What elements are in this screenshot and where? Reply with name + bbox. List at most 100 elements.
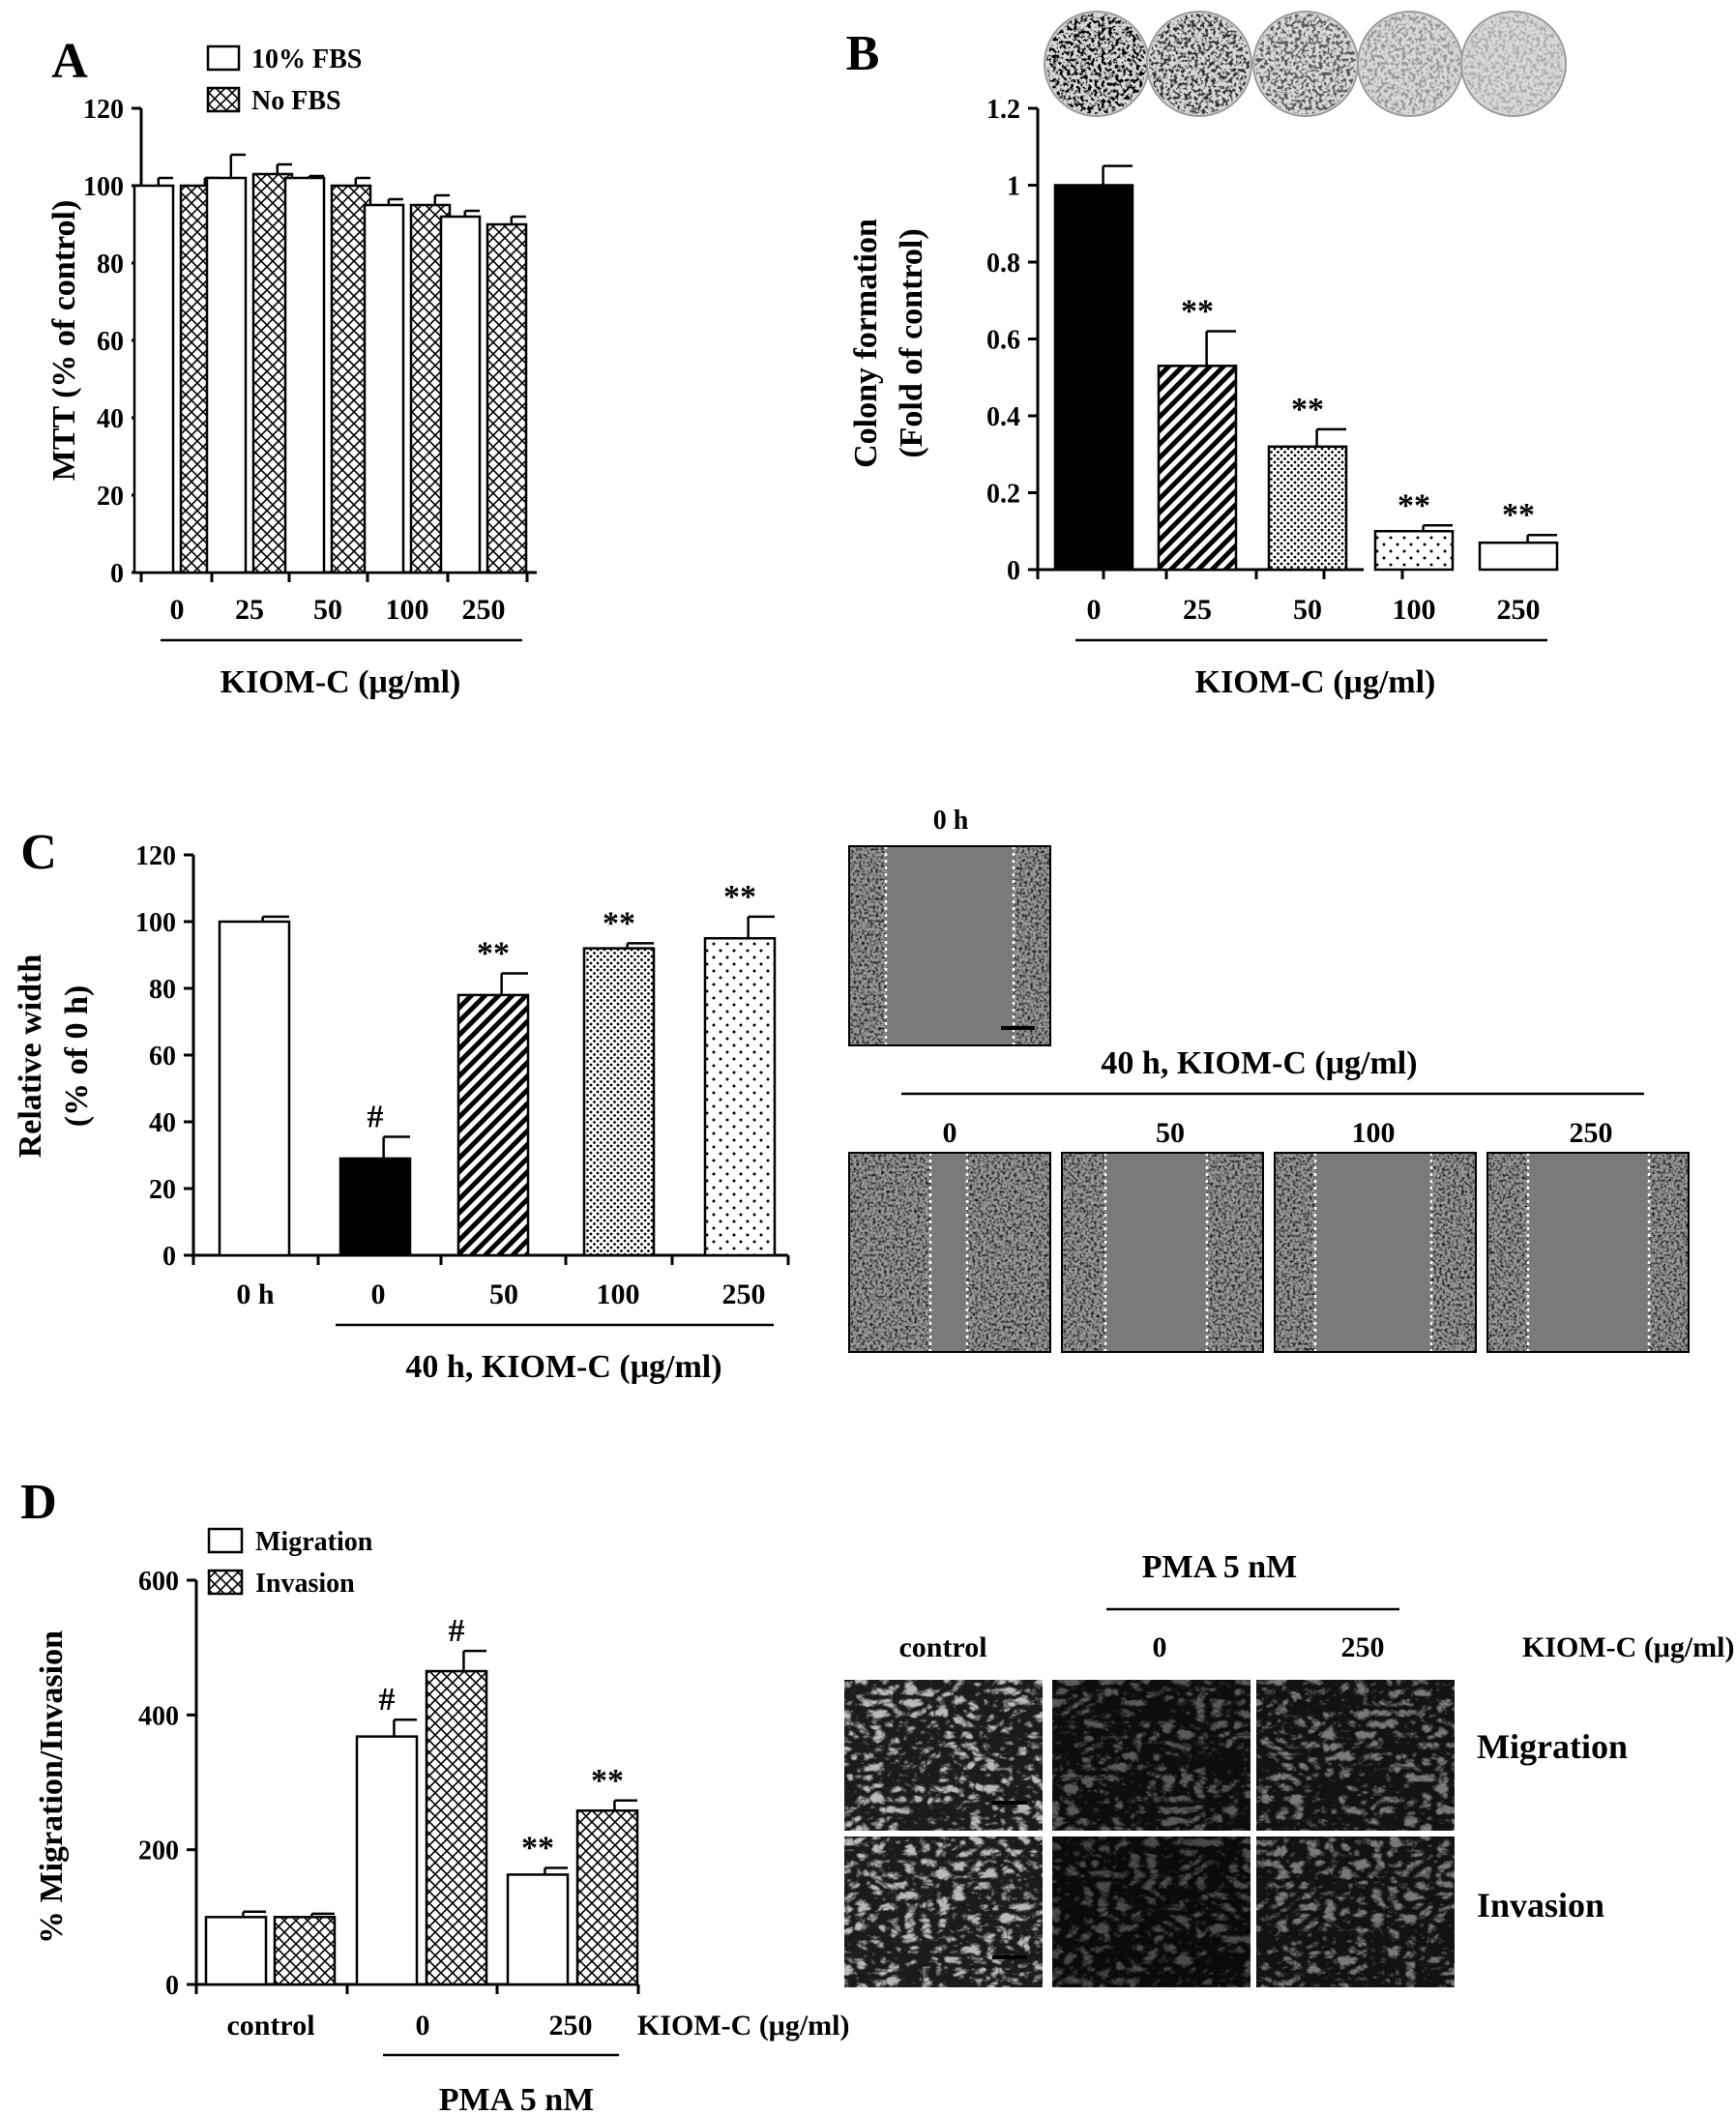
wound-image-0h xyxy=(848,845,1051,1046)
bar xyxy=(338,1157,412,1257)
transwell-image xyxy=(1256,1680,1455,1831)
image-row-label: Invasion xyxy=(1477,1886,1604,1924)
legend-label: No FBS xyxy=(251,86,341,116)
cell-texture xyxy=(1256,1836,1455,1987)
y-axis-label: MTT (% of control) xyxy=(46,200,82,482)
significance-label: ** xyxy=(1398,487,1430,523)
cell-texture xyxy=(1052,1836,1251,1987)
image-label: 50 xyxy=(1156,1117,1185,1149)
y-tick-label: 20 xyxy=(149,1175,176,1205)
significance-label: ** xyxy=(591,1763,624,1799)
y-tick-label: 120 xyxy=(83,95,124,125)
colony-plate-image xyxy=(1044,11,1150,117)
image-header: 40 h, KIOM-C (μg/ml) xyxy=(1101,1045,1417,1081)
significance-label: # xyxy=(379,1682,396,1718)
legend-label: Invasion xyxy=(255,1569,355,1599)
image-row-label: Migration xyxy=(1477,1727,1628,1766)
bar xyxy=(363,203,405,574)
image-suffix: KIOM-C (μg/ml) xyxy=(1522,1631,1734,1663)
y-tick-label: 0.4 xyxy=(986,402,1020,432)
cell-texture xyxy=(844,1680,1043,1831)
y-tick-label: 0.6 xyxy=(986,326,1020,356)
cell-texture xyxy=(1649,1153,1689,1352)
image-border xyxy=(848,845,1051,1046)
bar xyxy=(205,176,248,574)
bar xyxy=(1267,445,1348,572)
y-tick-label: 0 xyxy=(162,1242,176,1272)
y-tick-label: 100 xyxy=(135,908,176,938)
legend-swatch xyxy=(206,44,241,72)
y-tick-label: 100 xyxy=(83,172,124,202)
y-tick-label: 0.8 xyxy=(986,249,1020,279)
x-tick-label: 25 xyxy=(1183,594,1212,626)
colony-texture xyxy=(1463,14,1564,114)
transwell-image xyxy=(1052,1680,1251,1831)
x-tick-label: 50 xyxy=(313,594,342,626)
legend-swatch xyxy=(207,1569,244,1596)
bar xyxy=(1373,530,1455,572)
legend-swatch xyxy=(207,1527,244,1554)
wound-image-40h xyxy=(848,1152,1051,1353)
y-tick-label: 80 xyxy=(97,250,124,279)
colony-texture xyxy=(1046,14,1147,114)
cell-texture xyxy=(1014,846,1050,1045)
image-border xyxy=(848,1152,1051,1353)
x-tick-suffix: KIOM-C (μg/ml) xyxy=(637,2010,849,2042)
x-tick-label: 250 xyxy=(549,2010,593,2042)
x-tick-label: 250 xyxy=(462,594,506,626)
image-label: 250 xyxy=(1341,1631,1385,1663)
colony-plate-image xyxy=(1460,11,1567,117)
y-axis-label: (% of 0 h) xyxy=(59,985,95,1127)
image-label: 100 xyxy=(1352,1117,1396,1149)
image-header: PMA 5 nM xyxy=(1142,1549,1298,1585)
colony-plate-image xyxy=(1146,11,1252,117)
transwell-image xyxy=(1052,1836,1251,1987)
x-tick-label: 50 xyxy=(489,1278,518,1310)
cell-texture xyxy=(1256,1680,1455,1831)
legend: Migration Invasion xyxy=(207,1527,373,1599)
x-tick-label: 0 h xyxy=(236,1278,275,1310)
image-border xyxy=(1486,1152,1690,1353)
x-axis-label: KIOM-C (μg/ml) xyxy=(1195,664,1436,700)
bar xyxy=(1478,541,1559,572)
significance-label: # xyxy=(368,1100,384,1135)
wound-image-40h xyxy=(1486,1152,1690,1353)
y-tick-label: 200 xyxy=(138,1836,179,1866)
cell-texture xyxy=(967,1153,1050,1352)
cell-texture xyxy=(844,1836,1043,1987)
panel-label-c: C xyxy=(20,825,57,880)
wound-healing-images: 0 h 40 h, KIOM-C (μg/ml) 0 50 100 250 xyxy=(848,806,1690,1353)
y-tick-label: 60 xyxy=(97,327,124,357)
image-border xyxy=(1274,1152,1477,1353)
y-tick-label: 80 xyxy=(149,975,176,1005)
y-tick-label: 20 xyxy=(97,482,124,512)
bar xyxy=(132,184,175,574)
y-tick-label: 120 xyxy=(135,841,176,871)
bar xyxy=(485,222,528,574)
significance-label: # xyxy=(449,1613,465,1649)
colony-texture xyxy=(1255,14,1356,114)
cell-texture xyxy=(1052,1680,1251,1831)
x-tick-label: 50 xyxy=(1293,594,1322,626)
x-tick-label: 0 xyxy=(1087,594,1102,626)
cell-texture xyxy=(1062,1153,1105,1352)
image-label: 0 xyxy=(1153,1631,1167,1663)
image-label: control xyxy=(898,1631,986,1663)
transwell-images: PMA 5 nM control 0 250 KIOM-C (μg/ml) Migrati… xyxy=(844,1549,1734,1987)
y-tick-label: 1 xyxy=(1007,172,1020,202)
x-tick-label: 0 xyxy=(416,2010,430,2042)
y-tick-label: 1.2 xyxy=(986,95,1020,125)
image-label: 0 xyxy=(943,1117,957,1149)
bar xyxy=(204,1916,268,1986)
bar xyxy=(218,920,291,1257)
significance-label: ** xyxy=(477,935,510,971)
transwell-image xyxy=(1256,1836,1455,1987)
bar xyxy=(355,1735,419,1986)
chart-d: D 0 200 400 600 Migration Invasion control # #0 **… xyxy=(20,1475,1734,2115)
colony-texture xyxy=(1149,14,1250,114)
bar xyxy=(703,937,777,1257)
y-tick-label: 40 xyxy=(149,1108,176,1138)
bar xyxy=(283,176,326,574)
wound-image-40h xyxy=(1274,1152,1477,1353)
